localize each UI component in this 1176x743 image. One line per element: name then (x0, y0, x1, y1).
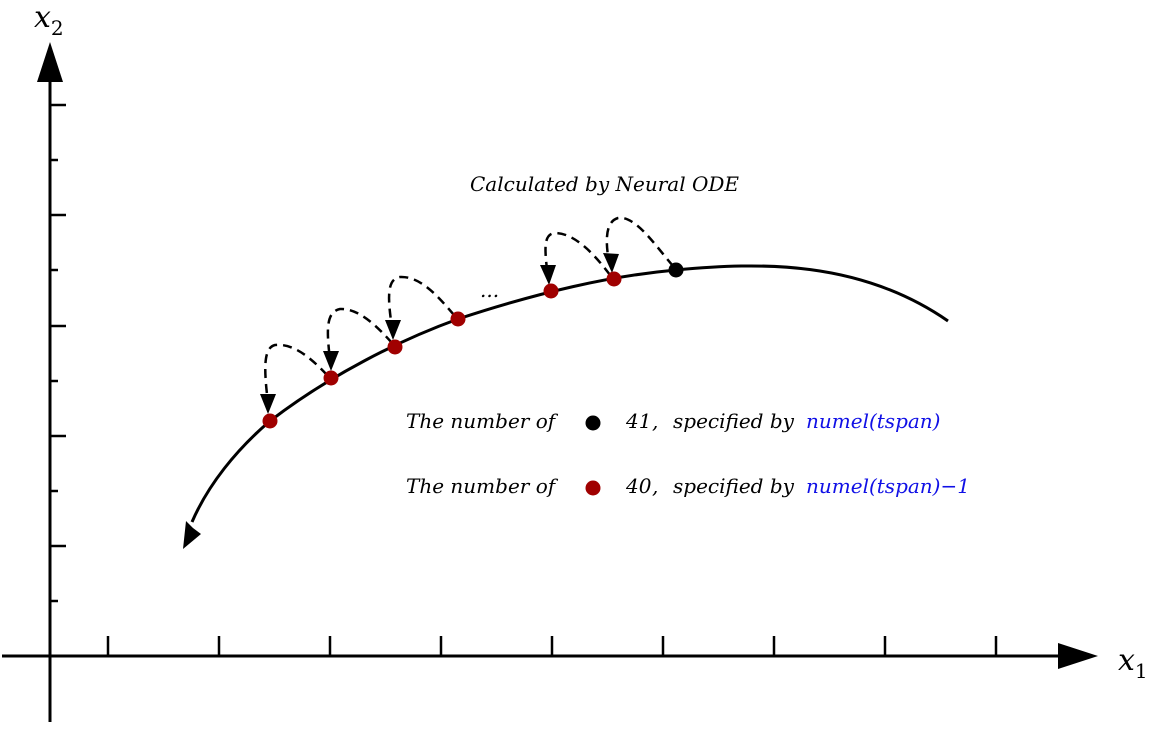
step-arrow (605, 216, 674, 267)
calculated-point (323, 370, 339, 386)
legend-code: numel(tspan)−1 (806, 474, 970, 498)
x-axis-arrowhead (1058, 643, 1098, 669)
calculated-point (262, 413, 278, 429)
step-arrowhead (323, 351, 339, 371)
legend-black-dot (585, 415, 601, 431)
x-axis-label: x1 (1118, 643, 1148, 683)
solution-points (262, 262, 684, 429)
y-axis-arrowhead (37, 42, 63, 82)
step-arrowhead (385, 320, 401, 340)
calculated-point (543, 283, 559, 299)
step-arrows (264, 216, 674, 404)
legend-code: numel(tspan) (806, 409, 940, 433)
step-arrowhead (540, 265, 556, 285)
calculated-point (606, 271, 622, 287)
step-arrow (264, 343, 328, 404)
trajectory-arrowhead (183, 521, 201, 549)
legend-red-dot (585, 480, 601, 496)
calculated-point (450, 311, 466, 327)
legend-prefix: The number of (406, 474, 559, 498)
annotation-title: Calculated by Neural ODE (470, 172, 739, 196)
x-axis-ticks (106, 636, 998, 656)
legend-middle: specified by (673, 409, 795, 433)
ellipsis: ... (480, 278, 499, 302)
trajectory-curve (190, 264, 949, 523)
legend-row-red: The number of 40 , specified by numel(ts… (406, 474, 970, 498)
legend-count: 40 (625, 474, 652, 498)
legend-count: 41 (625, 409, 651, 433)
axes: x1 x2 (2, 0, 1148, 722)
calculated-point (387, 339, 403, 355)
legend-comma: , (652, 409, 658, 433)
y-axis-label: x2 (34, 0, 64, 40)
legend-prefix: The number of (406, 409, 559, 433)
step-arrow (387, 275, 455, 329)
step-arrow (326, 307, 393, 361)
step-arrowheads (260, 253, 619, 414)
legend-comma: , (652, 474, 658, 498)
legend-middle: specified by (673, 474, 795, 498)
step-arrowhead (260, 394, 276, 414)
y-axis-ticks (50, 103, 66, 603)
step-arrow (544, 231, 611, 276)
step-arrowhead (603, 253, 619, 273)
initial-point (668, 262, 684, 278)
legend-row-black: The number of 41 , specified by numel(ts… (406, 409, 940, 433)
trajectory (183, 264, 949, 549)
